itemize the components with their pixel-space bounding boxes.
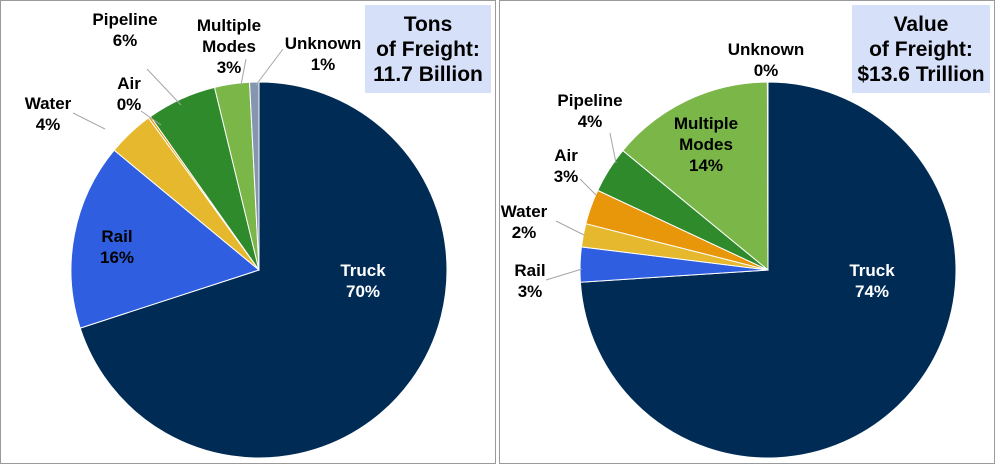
tons-label-air: Air 0% [117, 74, 142, 114]
tons-slice-truck [79, 81, 448, 459]
tons-leader-unknown [255, 48, 284, 86]
value-pie-chart: Truck 74% Rail 3% Water 2%Air 3% Pipeline 4% Mult… [501, 40, 957, 459]
tons-title-line-3: 11.7 Billion [373, 62, 483, 86]
value-label-multiple-modes: Multiple Modes 14% [674, 114, 738, 175]
value-title-line-2: of Freight: [869, 37, 973, 61]
value-leader-pipeline [609, 132, 617, 164]
tons-label-pipeline: Pipeline 6% [92, 10, 157, 50]
value-label-air: Air 3% [554, 146, 579, 186]
tons-title-line-2: of Freight: [376, 37, 480, 61]
tons-label-truck: Truck 70% [340, 261, 386, 301]
value-title-line-1: Value [893, 12, 949, 36]
value-label-unknown: Unknown 0% [728, 40, 805, 80]
tons-slice-rail [70, 149, 261, 329]
tons-label-unknown: Unknown 1% [285, 34, 362, 74]
value-label-truck: Truck 74% [849, 261, 895, 301]
value-title-box: Value of Freight: $13.6 Trillion [852, 5, 990, 93]
tons-label-water: Water 4% [25, 94, 72, 134]
tons-slice-unknown [249, 81, 260, 271]
tons-title-line-1: Tons [403, 12, 453, 36]
tons-leader-air [140, 110, 162, 126]
value-leader-rail [545, 268, 583, 281]
value-title-line-3: $13.6 Trillion [857, 62, 985, 86]
tons-leader-pipeline [146, 68, 182, 106]
value-slice-unknown [766, 81, 769, 271]
tons-title-box: Tons of Freight: 11.7 Billion [365, 5, 491, 93]
value-slice-multiple-modes [622, 81, 769, 272]
tons-leader-multiple-modes [240, 58, 247, 86]
value-leader-air [579, 178, 597, 196]
value-label-rail: Rail 3% [514, 261, 545, 301]
value-leader-water [555, 220, 585, 236]
tons-leader-water [72, 112, 106, 130]
value-chart-panel: Truck 74% Rail 3% Water 2% Air 3% Pipeline 4% Mult… [499, 0, 995, 464]
tons-chart-panel: Truck 70% Rail 16% Water 4% Air 0% Pipeline 6% Mul… [0, 0, 496, 464]
value-label-water: Water 2% [501, 202, 548, 242]
tons-label-multiple-modes: Multiple Modes 3% [197, 16, 261, 77]
tons-label-rail: Rail 16% [100, 227, 134, 267]
tons-pie-chart: Truck 70% Rail 16% Water 4% Air 0% Pipeline 6% Mul… [25, 10, 448, 459]
value-label-pipeline: Pipeline 4% [557, 91, 622, 131]
